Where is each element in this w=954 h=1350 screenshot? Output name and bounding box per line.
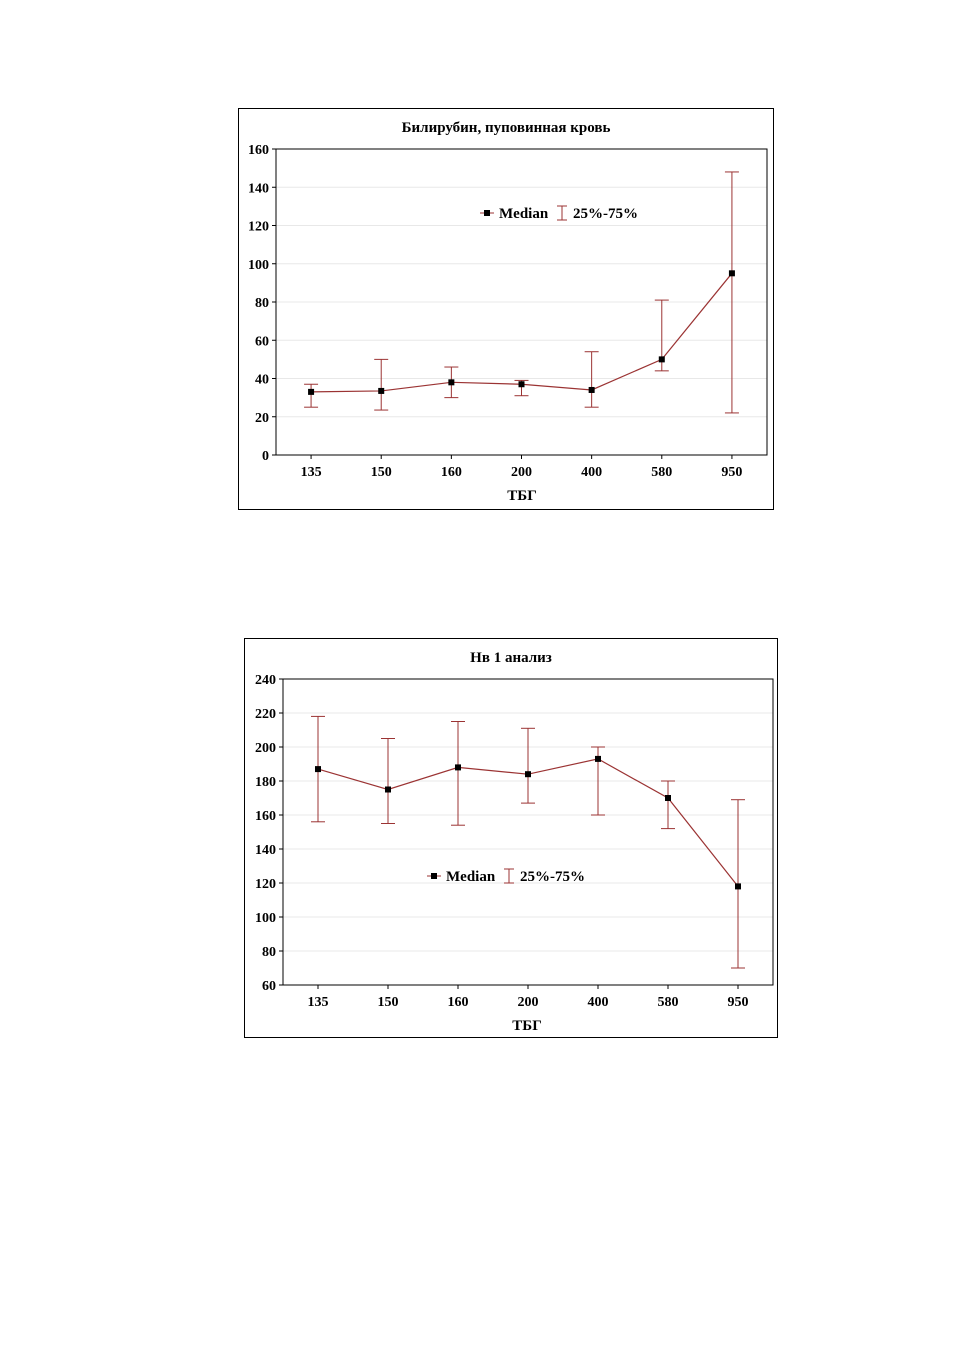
plot-area: 0 20 40 60 80 100 120 140 160 135 150 160 200 400 580 9… bbox=[248, 143, 768, 480]
legend-median-marker bbox=[431, 873, 437, 879]
median-point bbox=[308, 388, 315, 395]
chart-hb: Нв 1 анализ 60 80 100 120 140 160 180 200 220 240… bbox=[244, 638, 778, 1038]
legend: Median 25%-75% bbox=[427, 868, 585, 885]
legend-median-label: Median bbox=[446, 869, 496, 885]
y-tick-label: 80 bbox=[262, 945, 276, 960]
median-point bbox=[728, 270, 735, 277]
x-tick-label: 135 bbox=[308, 995, 329, 1010]
x-tick-label: 200 bbox=[518, 995, 539, 1010]
legend: Median 25%-75% bbox=[480, 205, 638, 222]
y-tick-label: 240 bbox=[255, 673, 276, 688]
y-tick-label: 80 bbox=[255, 296, 269, 311]
error-bar bbox=[304, 383, 319, 408]
median-line bbox=[311, 272, 733, 393]
x-tick-label: 950 bbox=[721, 465, 742, 480]
plot-border bbox=[282, 678, 774, 986]
y-tick-label: 180 bbox=[255, 775, 276, 790]
legend-range-label: 25%-75% bbox=[573, 206, 638, 222]
legend-median-label: Median bbox=[499, 206, 549, 222]
y-tick-label: 120 bbox=[248, 220, 269, 235]
x-tick-label: 580 bbox=[651, 465, 672, 480]
y-tick-label: 160 bbox=[255, 809, 276, 824]
y-tick-label: 100 bbox=[248, 258, 269, 273]
y-tick-label: 60 bbox=[255, 334, 269, 349]
chart-hb-svg: Нв 1 анализ 60 80 100 120 140 160 180 200 220 240… bbox=[255, 650, 774, 1034]
y-tick-label: 200 bbox=[255, 741, 276, 756]
plot-area: 60 80 100 120 140 160 180 200 220 240 135 150 160 200… bbox=[255, 673, 774, 1010]
x-tick-label: 135 bbox=[301, 465, 322, 480]
median-point bbox=[448, 379, 455, 386]
x-axis-label: ТБГ bbox=[507, 488, 536, 504]
x-axis-label: ТБГ bbox=[512, 1018, 541, 1034]
y-tick-label: 160 bbox=[248, 143, 269, 158]
legend-range-label: 25%-75% bbox=[520, 869, 585, 885]
x-tick-label: 150 bbox=[371, 465, 392, 480]
error-bar bbox=[374, 358, 389, 411]
median-point bbox=[315, 766, 321, 773]
error-bar bbox=[724, 171, 739, 414]
x-tick-label: 580 bbox=[658, 995, 679, 1010]
chart-title: Билирубин, пуповинная кровь bbox=[402, 120, 611, 136]
x-tick-label: 200 bbox=[511, 465, 532, 480]
legend-median-marker bbox=[484, 210, 490, 216]
chart-bilirubin-svg: Билирубин, пуповинная кровь 0 20 40 60 80 100… bbox=[248, 120, 768, 504]
error-bar bbox=[661, 780, 675, 830]
x-tick-label: 160 bbox=[441, 465, 462, 480]
x-tick-label: 400 bbox=[588, 995, 609, 1010]
x-tick-label: 950 bbox=[728, 995, 749, 1010]
x-tick-label: 400 bbox=[581, 465, 602, 480]
y-tick-label: 60 bbox=[262, 979, 276, 994]
chart-bilirubin: Билирубин, пуповинная кровь 0 20 40 60 80 100… bbox=[238, 108, 774, 510]
chart-title: Нв 1 анализ bbox=[470, 650, 552, 666]
y-tick-label: 20 bbox=[255, 411, 269, 426]
y-tick-label: 0 bbox=[262, 449, 269, 464]
error-bar bbox=[451, 721, 465, 826]
x-tick-label: 150 bbox=[378, 995, 399, 1010]
median-point bbox=[525, 771, 531, 778]
legend-range-icon bbox=[504, 868, 514, 884]
y-tick-label: 40 bbox=[255, 373, 269, 388]
median-point bbox=[658, 356, 665, 363]
y-tick-label: 220 bbox=[255, 707, 276, 722]
error-bar bbox=[381, 738, 395, 824]
y-tick-label: 140 bbox=[255, 843, 276, 858]
median-point bbox=[518, 381, 525, 388]
legend-range-icon bbox=[557, 205, 567, 221]
median-point bbox=[588, 386, 595, 393]
median-point bbox=[595, 755, 601, 762]
median-point bbox=[385, 786, 391, 793]
median-point bbox=[378, 387, 385, 394]
x-tick-label: 160 bbox=[448, 995, 469, 1010]
error-bar bbox=[584, 351, 599, 408]
y-tick-label: 140 bbox=[248, 181, 269, 196]
median-point bbox=[665, 795, 671, 801]
y-tick-label: 100 bbox=[255, 911, 276, 926]
y-tick-label: 120 bbox=[255, 877, 276, 892]
median-point bbox=[455, 764, 461, 771]
median-point bbox=[735, 883, 741, 890]
error-bar bbox=[521, 727, 535, 804]
